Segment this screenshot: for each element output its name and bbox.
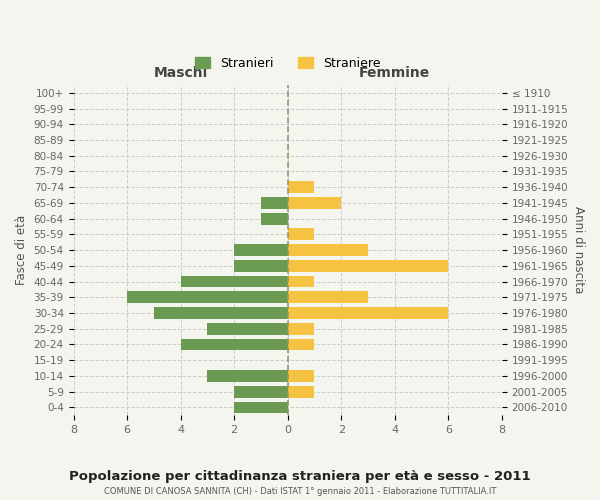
Bar <box>208 323 287 334</box>
Y-axis label: Anni di nascita: Anni di nascita <box>572 206 585 294</box>
Y-axis label: Fasce di età: Fasce di età <box>15 215 28 285</box>
Bar <box>287 182 314 193</box>
Text: COMUNE DI CANOSA SANNITA (CH) - Dati ISTAT 1° gennaio 2011 - Elaborazione TUTTIT: COMUNE DI CANOSA SANNITA (CH) - Dati IST… <box>104 488 496 496</box>
Bar <box>234 386 287 398</box>
Bar <box>287 370 314 382</box>
Bar <box>287 338 314 350</box>
Bar <box>234 244 287 256</box>
Bar <box>287 307 448 319</box>
Bar <box>208 370 287 382</box>
Bar <box>261 213 287 224</box>
Bar <box>287 276 314 287</box>
Bar <box>287 244 368 256</box>
Legend: Stranieri, Straniere: Stranieri, Straniere <box>190 52 386 74</box>
Bar <box>287 197 341 209</box>
Bar <box>127 292 287 303</box>
Bar <box>287 323 314 334</box>
Text: Femmine: Femmine <box>359 66 430 80</box>
Bar <box>261 197 287 209</box>
Bar <box>287 386 314 398</box>
Bar <box>234 402 287 413</box>
Bar <box>181 338 287 350</box>
Bar <box>287 292 368 303</box>
Bar <box>234 260 287 272</box>
Bar <box>287 228 314 240</box>
Bar <box>181 276 287 287</box>
Bar <box>154 307 287 319</box>
Text: Maschi: Maschi <box>154 66 208 80</box>
Bar <box>287 260 448 272</box>
Text: Popolazione per cittadinanza straniera per età e sesso - 2011: Popolazione per cittadinanza straniera p… <box>69 470 531 483</box>
